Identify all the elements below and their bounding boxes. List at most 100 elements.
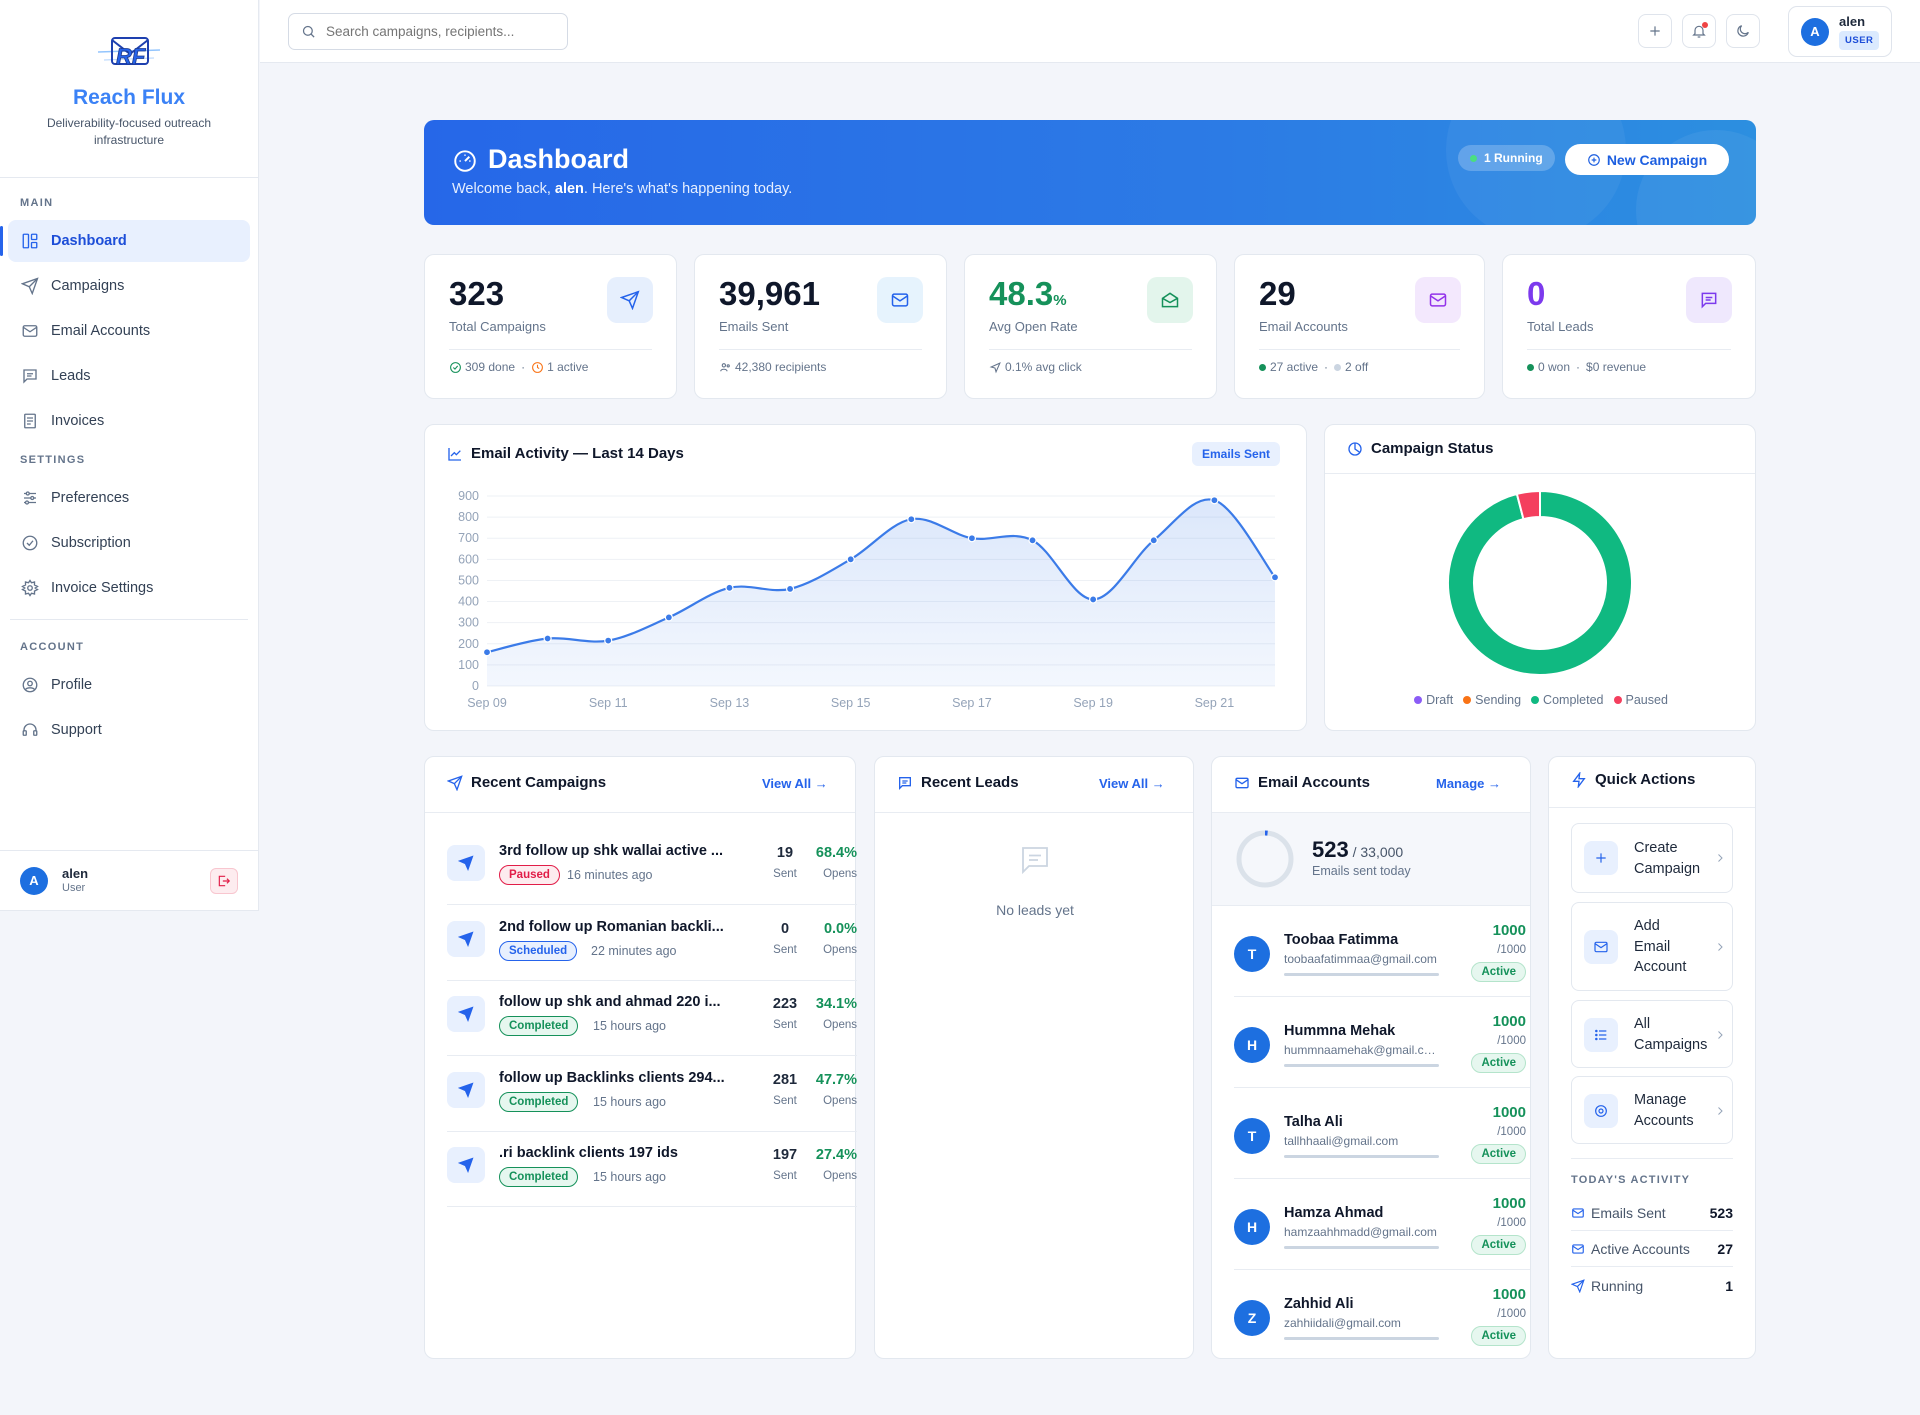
account-row[interactable]: H Hamza Ahmad hamzaahhmadd@gmail.com 1000/1…: [1234, 1179, 1530, 1270]
user-menu[interactable]: A alen USER: [1788, 6, 1892, 57]
sent-today-count: 523: [1312, 837, 1349, 862]
stat-value: 323: [449, 275, 505, 312]
manage-accounts-action[interactable]: Manage Accounts: [1571, 1076, 1733, 1144]
user-circle-icon: [22, 677, 38, 693]
account-usage-bar: [1284, 1155, 1439, 1158]
sidebar-item-support[interactable]: Support: [8, 709, 250, 751]
action-label: All Campaigns: [1634, 1014, 1707, 1055]
message-icon: [23, 369, 37, 384]
divider: [1259, 349, 1460, 350]
campaign-name[interactable]: .ri backlink clients 197 ids: [499, 1145, 678, 1161]
legend-dot: [1613, 696, 1622, 704]
stat-card-emails-sent[interactable]: 39,961 Emails Sent 42,380 recipients: [694, 254, 947, 399]
search-input[interactable]: [326, 24, 556, 39]
opens-label: Opens: [823, 943, 857, 956]
users-icon: [720, 362, 730, 372]
search-icon: [302, 25, 315, 38]
account-row[interactable]: T Toobaa Fatimma toobaafatimmaa@gmail.com 1…: [1234, 906, 1530, 997]
data-point: [846, 555, 855, 564]
activity-value: 27: [1717, 1241, 1733, 1257]
active-dot: [1259, 363, 1266, 371]
create-campaign-action[interactable]: Create Campaign: [1571, 823, 1733, 893]
account-email: hummnaamehak@gmail.com: [1284, 1043, 1439, 1057]
view-all-campaigns-link[interactable]: View All →: [762, 776, 828, 791]
manage-accounts-link[interactable]: Manage →: [1436, 776, 1502, 791]
campaign-row[interactable]: 3rd follow up shk wallai active ... Pause…: [447, 831, 857, 905]
sidebar-item-leads[interactable]: Leads: [8, 355, 250, 397]
stat-card-total-campaigns[interactable]: 323 Total Campaigns 309 done · 1 active: [424, 254, 677, 399]
account-row[interactable]: H Hummna Mehak hummnaamehak@gmail.com 1000 /…: [1234, 997, 1530, 1088]
stat-value-number: 48.3: [989, 275, 1054, 312]
stat-card-avg-open-rate[interactable]: 48.3% Avg Open Rate 0.1% avg click: [964, 254, 1217, 399]
new-campaign-button[interactable]: New Campaign: [1565, 144, 1729, 175]
x-tick-label: Sep 11: [589, 696, 628, 710]
opens-label: Opens: [823, 1094, 857, 1107]
notifications-button[interactable]: [1682, 14, 1716, 48]
campaign-row[interactable]: follow up shk and ahmad 220 i... Complete…: [447, 982, 857, 1056]
action-label-line: Campaigns: [1634, 1036, 1708, 1053]
stat-label: Total Leads: [1527, 319, 1594, 334]
nav-section-account: ACCOUNT: [20, 641, 85, 653]
sidebar-item-label: Email Accounts: [51, 323, 151, 339]
all-campaigns-action[interactable]: All Campaigns: [1571, 1000, 1733, 1068]
x-tick-label: Sep 09: [467, 696, 507, 710]
send-icon: [1571, 1278, 1585, 1293]
stat-label: Total Campaigns: [449, 319, 546, 334]
app-tagline: Deliverability-focused outreach infrastr…: [46, 116, 212, 147]
legend-label: Draft: [1426, 693, 1454, 707]
sent-today-ring: [1236, 830, 1294, 888]
stat-icon-box: [877, 277, 923, 323]
activity-row-emails-sent: Emails Sent 523: [1571, 1196, 1733, 1231]
stat-card-email-accounts[interactable]: 29 Email Accounts 27 active · 2 off: [1234, 254, 1485, 399]
campaign-name[interactable]: 2nd follow up Romanian backli...: [499, 918, 724, 935]
theme-toggle-button[interactable]: [1726, 14, 1760, 48]
legend-label: Sending: [1475, 693, 1522, 707]
stat-footer-off: 2 off: [1345, 360, 1369, 374]
add-email-account-action[interactable]: Add Email Account: [1571, 902, 1733, 991]
sidebar-item-dashboard[interactable]: Dashboard: [0, 220, 250, 262]
send-icon: [458, 855, 474, 871]
mail-icon: [22, 325, 38, 337]
campaign-name[interactable]: follow up Backlinks clients 294...: [499, 1069, 725, 1086]
send-icon: [21, 277, 39, 295]
list-icon: [1584, 1018, 1618, 1052]
sidebar-item-profile[interactable]: Profile: [8, 664, 250, 706]
bell-icon: [1692, 25, 1706, 38]
send-icon: [620, 290, 640, 310]
add-button[interactable]: [1638, 14, 1672, 48]
avatar[interactable]: A: [20, 866, 48, 895]
account-row[interactable]: Z Zahhid Ali zahhiidali@gmail.com 1000/1000…: [1234, 1270, 1530, 1358]
divider: [425, 812, 855, 813]
sent-label: Sent: [773, 943, 797, 956]
campaign-name[interactable]: 3rd follow up shk wallai active ...: [499, 843, 724, 859]
sidebar-item-campaigns[interactable]: Campaigns: [8, 265, 250, 307]
data-point: [543, 634, 552, 643]
logout-button[interactable]: [210, 868, 238, 894]
account-row[interactable]: T Talha Ali tallhhaali@gmail.com 1000/1000 A…: [1234, 1088, 1530, 1179]
stat-card-total-leads[interactable]: 0 Total Leads 0 won · $0 revenue: [1502, 254, 1756, 399]
stat-footer-recipients: 42,380 recipients: [735, 360, 827, 374]
card-title-text: Email Activity — Last 14 Days: [471, 445, 684, 462]
account-usage-bar: [1284, 1246, 1439, 1249]
emails-sent-pill[interactable]: Emails Sent: [1192, 442, 1281, 466]
campaign-row[interactable]: 2nd follow up Romanian backli... Schedule…: [447, 907, 857, 981]
search-box[interactable]: [288, 13, 568, 50]
account-sent-value: 1000: [1492, 1104, 1526, 1121]
campaign-row[interactable]: .ri backlink clients 197 ids Completed 15 …: [447, 1133, 857, 1207]
sidebar-item-invoice-settings[interactable]: Invoice Settings: [8, 567, 250, 609]
sidebar-item-invoices[interactable]: Invoices: [8, 400, 250, 442]
campaign-row[interactable]: follow up Backlinks clients 294... Comple…: [447, 1058, 857, 1132]
view-all-leads-link[interactable]: View All →: [1099, 776, 1165, 791]
stat-label: Avg Open Rate: [989, 319, 1078, 334]
stat-footer-won: 0 won: [1538, 360, 1571, 374]
account-email: tallhhaali@gmail.com: [1284, 1134, 1399, 1148]
sidebar-item-subscription[interactable]: Subscription: [8, 522, 250, 564]
app-logo[interactable]: RF: [90, 30, 168, 76]
avatar: A: [1801, 17, 1829, 46]
divider: [10, 619, 248, 620]
sidebar-item-email-accounts[interactable]: Email Accounts: [8, 310, 250, 352]
avatar: H: [1234, 1209, 1270, 1245]
sidebar-item-preferences[interactable]: Preferences: [8, 477, 250, 519]
y-tick-label: 500: [458, 573, 479, 587]
campaign-name[interactable]: follow up shk and ahmad 220 i...: [499, 994, 721, 1010]
